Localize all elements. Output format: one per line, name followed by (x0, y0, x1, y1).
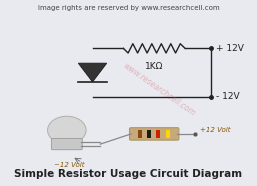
Bar (147, 130, 151, 138)
Text: www.researchcell.com: www.researchcell.com (122, 61, 197, 118)
Bar (138, 130, 142, 138)
Bar (156, 130, 160, 138)
Bar (166, 130, 170, 138)
Text: + 12V: + 12V (216, 44, 244, 53)
Circle shape (48, 116, 86, 144)
Text: Image rights are reserved by www.researchcell.com: Image rights are reserved by www.researc… (38, 5, 219, 11)
FancyBboxPatch shape (130, 128, 179, 140)
Text: - 12V: - 12V (216, 92, 240, 101)
Text: +12 Volt: +12 Volt (200, 127, 231, 133)
Text: ~12 Volt: ~12 Volt (54, 162, 85, 168)
Text: 1KΩ: 1KΩ (145, 62, 163, 71)
FancyBboxPatch shape (51, 139, 82, 150)
Polygon shape (78, 63, 107, 82)
Text: Simple Resistor Usage Circuit Diagram: Simple Resistor Usage Circuit Diagram (14, 169, 243, 179)
